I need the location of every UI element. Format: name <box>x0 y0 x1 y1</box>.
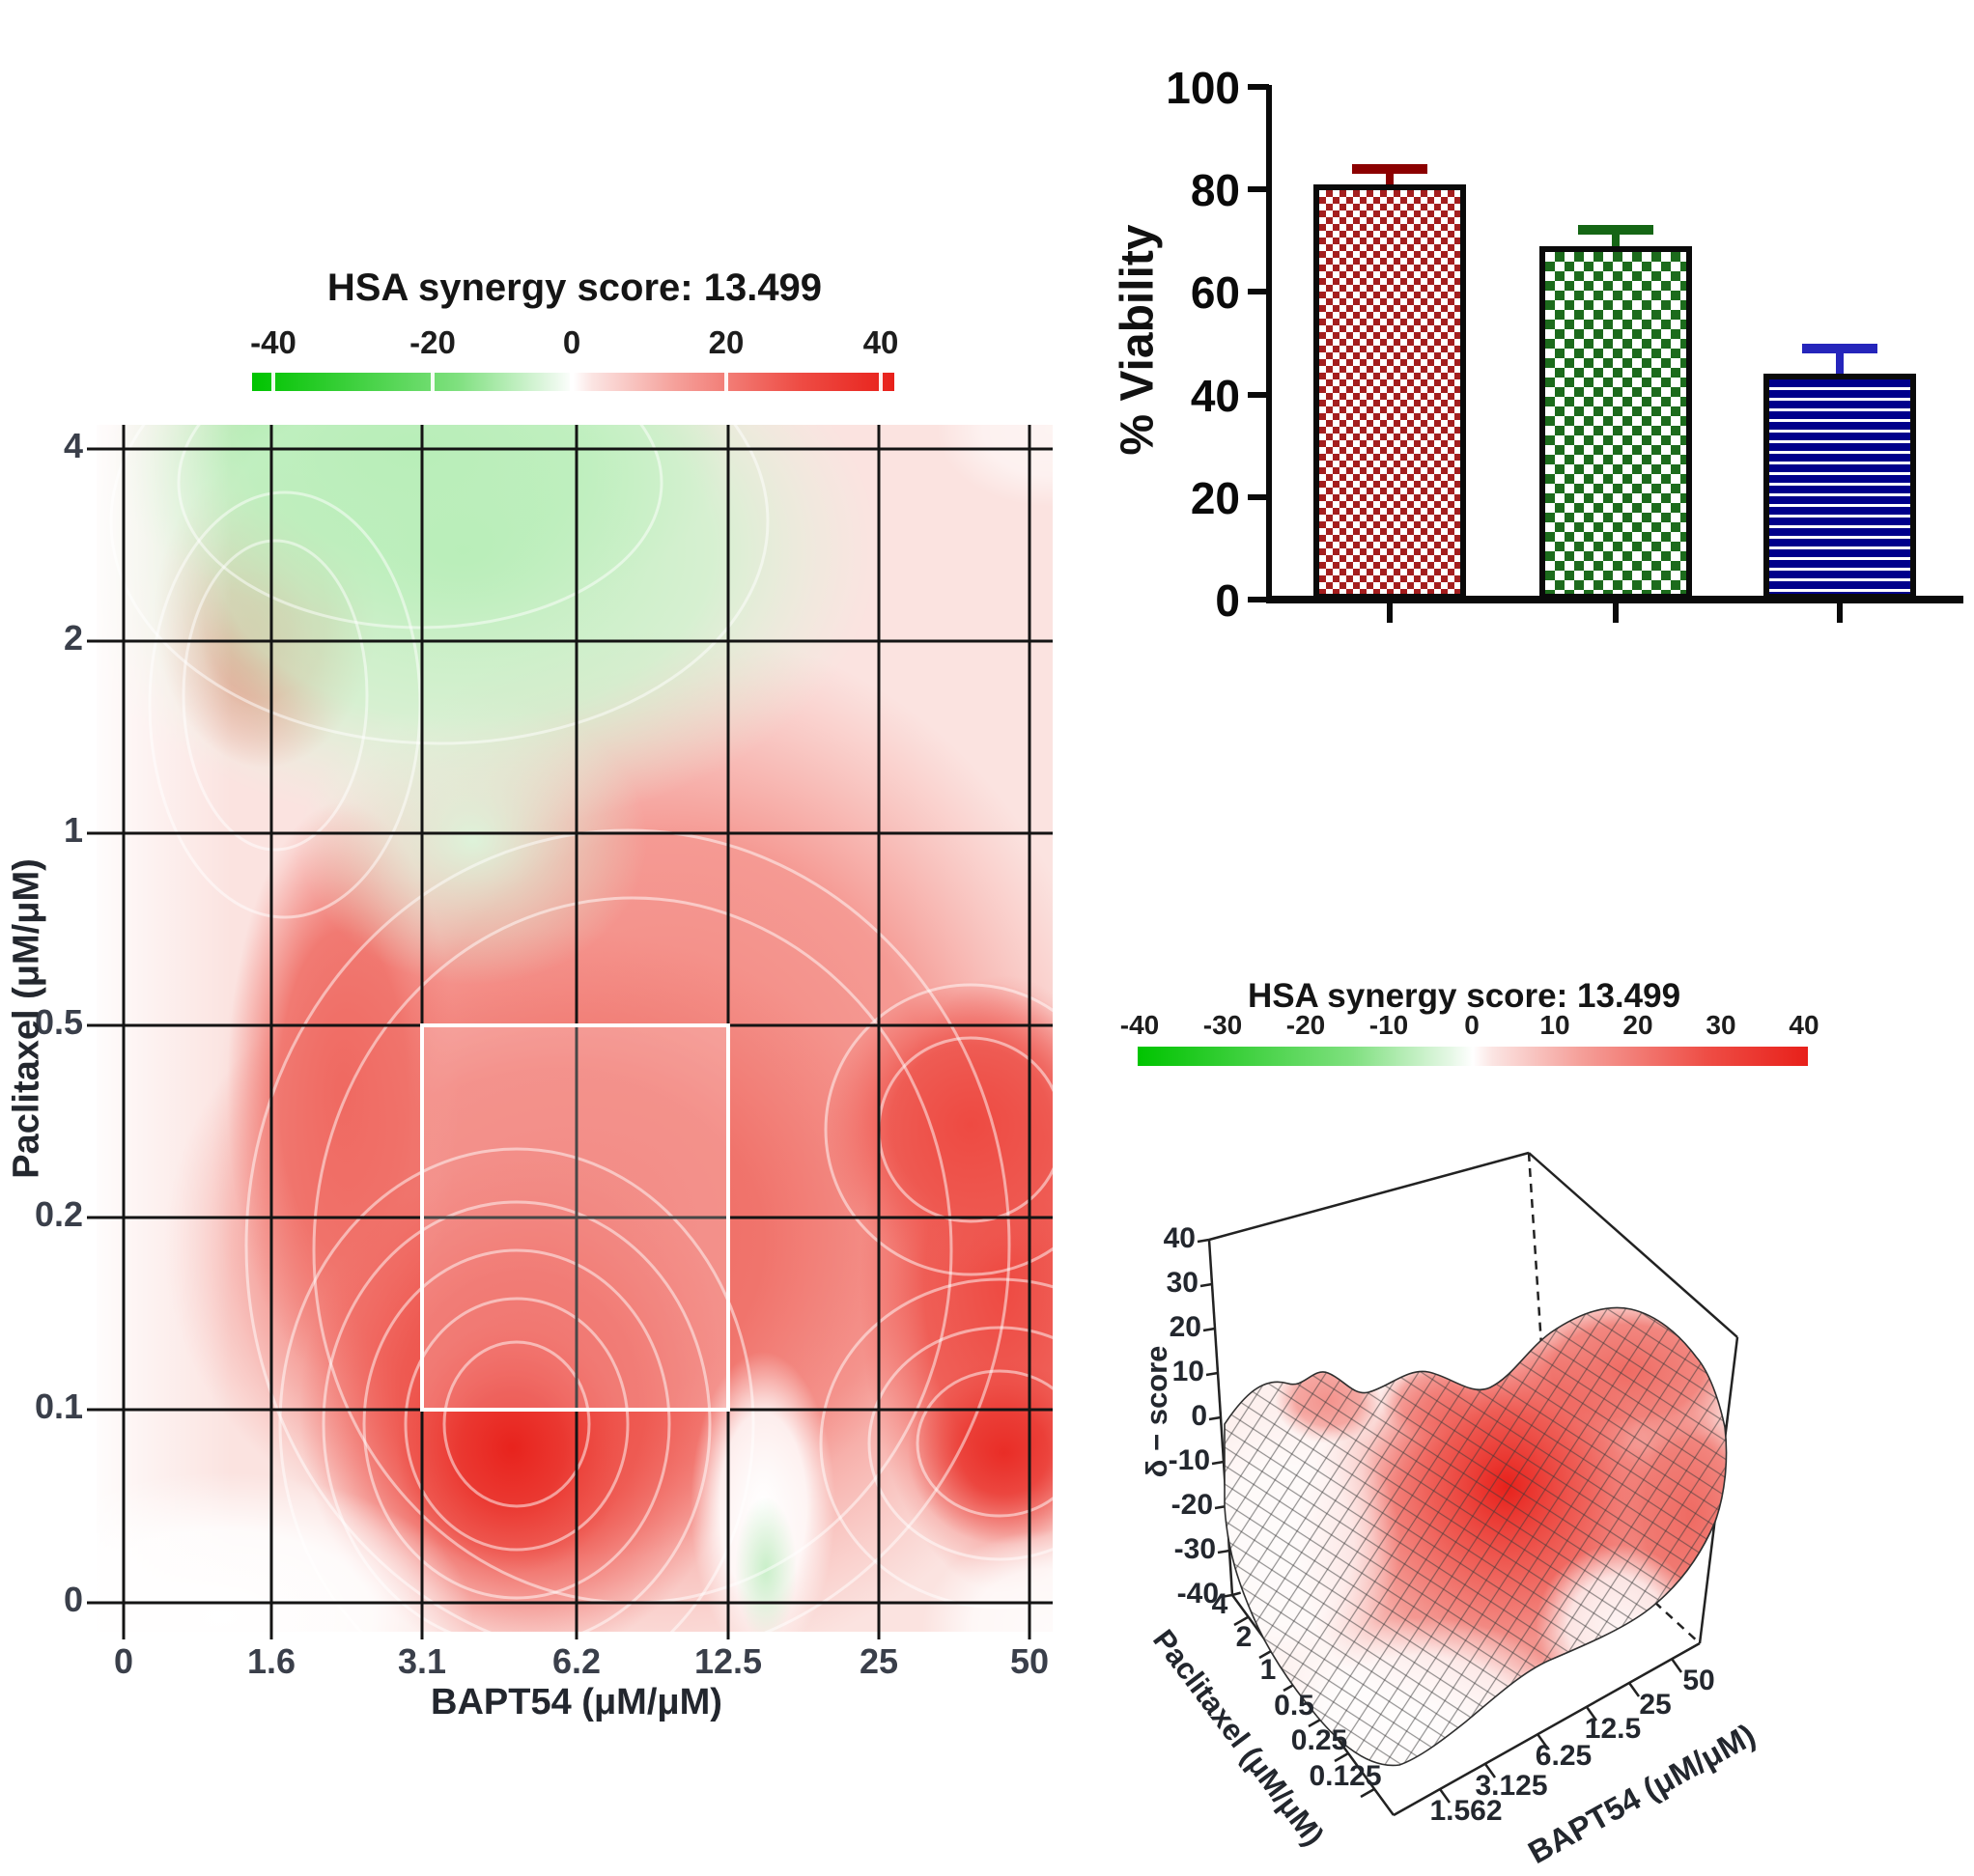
error-bar-paclitaxel <box>1612 231 1620 252</box>
bar-y-tick: 80 <box>1190 165 1240 215</box>
colorbar-tick-mark <box>431 373 435 391</box>
surface-bapt-tick: 6.25 <box>1535 1740 1593 1772</box>
surface-bapt-tick: 50 <box>1682 1665 1715 1696</box>
heatmap-colorbar-tick: -40 <box>250 324 296 360</box>
bar-y-axis-line <box>1266 85 1272 603</box>
surface-colorbar-tick: 20 <box>1622 1010 1653 1040</box>
colorbar-tick-mark <box>879 373 883 391</box>
surface-z-tick: -30 <box>1173 1533 1216 1565</box>
error-bar-cap-paclitaxel <box>1578 225 1653 235</box>
contour-lines <box>109 425 1053 1632</box>
surface-z-tick: -10 <box>1168 1444 1210 1476</box>
colorbar-tick-mark <box>724 373 728 391</box>
bar-y-tick: 60 <box>1190 267 1240 318</box>
heatmap-y-tick: 4 <box>63 426 83 465</box>
surface-bapt-tick: 12.5 <box>1584 1713 1642 1745</box>
surface-pac-tick: 0.125 <box>1309 1760 1382 1792</box>
heatmap-y-tick: 0.2 <box>34 1194 83 1234</box>
heatmap-x-tick: 0 <box>113 1641 134 1681</box>
colorbar-tick-mark <box>271 373 275 391</box>
surface-colorbar <box>1138 1047 1808 1066</box>
surface-bapt-tick: 1.562 <box>1429 1795 1503 1827</box>
error-bar-bapt54 <box>1386 170 1394 191</box>
surface-z-axis-title: δ − score <box>1140 1345 1173 1478</box>
heatmap-x-axis-title: BAPT54 (μM/μM) <box>431 1682 722 1722</box>
surface-z-tick: 0 <box>1191 1400 1207 1432</box>
surface-z-tick: 30 <box>1166 1267 1198 1299</box>
heatmap-colorbar-tick: 20 <box>708 324 745 360</box>
surface-pac-tick: 2 <box>1235 1621 1253 1653</box>
heatmap-x-tick: 50 <box>1009 1641 1050 1681</box>
heatmap-surface <box>97 425 1053 1632</box>
heatmap-x-tick: 3.1 <box>397 1641 447 1681</box>
bar-y-tick: 100 <box>1166 63 1240 113</box>
bar-baseline <box>1266 596 1963 603</box>
bar-combination <box>1763 374 1916 600</box>
surface-bapt-tick: 3.125 <box>1475 1770 1548 1802</box>
surface-3d-plot <box>1197 1151 1739 1817</box>
heatmap-y-tick: 1 <box>63 810 83 850</box>
surface-title: HSA synergy score: 13.499 <box>1247 977 1681 1015</box>
heatmap-x-tick: 25 <box>859 1641 899 1681</box>
surface-colorbar-tick: 40 <box>1789 1010 1819 1040</box>
heatmap-y-tick: 0 <box>63 1580 83 1619</box>
surface-colorbar-tick: 30 <box>1706 1010 1736 1040</box>
heatmap-colorbar-tick: -20 <box>409 324 456 360</box>
bar-y-tick: 20 <box>1190 473 1240 523</box>
heatmap-colorbar-tick: 40 <box>862 324 899 360</box>
surface-z-tick: 40 <box>1163 1222 1196 1254</box>
bar-y-tick-mark <box>1248 392 1269 398</box>
bar-y-tick: 40 <box>1190 371 1240 421</box>
error-bar-combination <box>1836 350 1844 378</box>
surface-z-tick: 20 <box>1169 1311 1201 1343</box>
bar-y-tick-mark <box>1248 597 1269 602</box>
bar-x-tick-mark <box>1613 603 1619 623</box>
surface-z-tick: 10 <box>1171 1356 1204 1387</box>
surface-z-tick: -40 <box>1176 1578 1219 1610</box>
bar-y-tick-mark <box>1248 289 1269 294</box>
bar-y-tick-mark <box>1248 494 1269 500</box>
heatmap-x-tick: 12.5 <box>693 1641 763 1681</box>
synergy-highlight-box <box>420 1023 730 1412</box>
bar-x-tick-mark <box>1837 603 1843 623</box>
surface-pac-tick: 4 <box>1211 1588 1228 1620</box>
bar-x-tick-mark <box>1387 603 1393 623</box>
heatmap-y-tick: 0.1 <box>34 1386 83 1426</box>
heatmap-colorbar-tick: 0 <box>562 324 581 360</box>
heatmap-colorbar <box>252 373 894 391</box>
heatmap-y-axis-title: Paclitaxel (μM/μM) <box>6 858 47 1179</box>
surface-colorbar-tick: -20 <box>1285 1010 1326 1040</box>
surface-pac-tick: 0.25 <box>1290 1724 1348 1756</box>
bar-paclitaxel <box>1539 246 1692 600</box>
heatmap-grid <box>87 425 1053 1639</box>
surface-colorbar-tick: 10 <box>1539 1010 1570 1040</box>
heatmap-y-tick: 0.5 <box>34 1002 83 1042</box>
axis-tick-marks <box>1197 1238 1683 1804</box>
heatmap-title: HSA synergy score: 13.499 <box>326 266 823 309</box>
error-bar-cap-combination <box>1802 344 1877 353</box>
surface-colorbar-tick: -40 <box>1119 1010 1160 1040</box>
heatmap-plot <box>87 425 1053 1639</box>
heatmap-x-tick: 6.2 <box>551 1641 602 1681</box>
bar-y-tick: 0 <box>1215 575 1240 626</box>
bar-y-tick-mark <box>1248 84 1269 90</box>
surface-z-tick: -20 <box>1170 1489 1213 1521</box>
bar-bapt54 <box>1313 184 1466 600</box>
surface-pac-tick: 0.5 <box>1274 1690 1314 1722</box>
surface-colorbar-tick: 0 <box>1464 1010 1480 1040</box>
heatmap-y-tick: 2 <box>63 618 83 658</box>
heatmap-x-tick: 1.6 <box>246 1641 296 1681</box>
bar-y-tick-mark <box>1248 186 1269 192</box>
surface-colorbar-tick: -10 <box>1368 1010 1409 1040</box>
surface-pac-tick: 1 <box>1259 1654 1277 1686</box>
colorbar-tick-mark <box>570 373 574 391</box>
surface-bapt-tick: 25 <box>1639 1689 1672 1721</box>
surface-colorbar-tick: -30 <box>1202 1010 1243 1040</box>
bar-y-axis-title: % Viability <box>1112 224 1164 456</box>
error-bar-cap-bapt54 <box>1352 164 1427 174</box>
